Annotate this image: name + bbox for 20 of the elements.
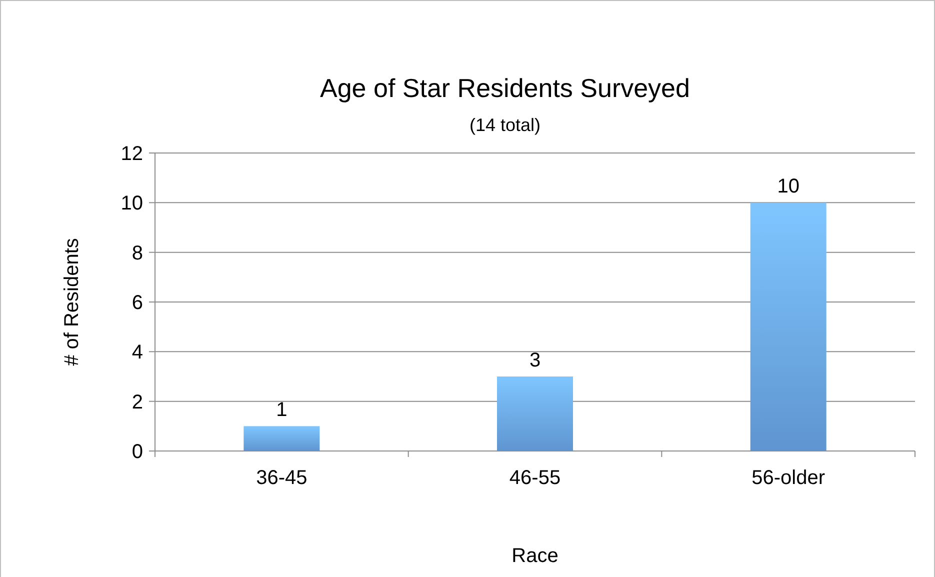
- chart-subtitle: (14 total): [469, 115, 541, 135]
- y-axis-title: # of Residents: [61, 238, 83, 366]
- x-axis-title: Race: [512, 545, 558, 567]
- y-tick-label: 4: [132, 342, 143, 364]
- bar: [750, 202, 826, 451]
- data-label: 1: [276, 399, 288, 422]
- bar: [244, 426, 320, 451]
- chart-title: Age of Star Residents Surveyed: [320, 73, 690, 103]
- y-tick-label: 2: [132, 391, 143, 414]
- y-tick-label: 12: [120, 143, 143, 165]
- y-tick-label: 0: [132, 441, 143, 463]
- y-tick-label: 6: [132, 292, 143, 314]
- y-tick-label: 10: [120, 192, 143, 215]
- y-tick-label: 8: [132, 242, 143, 264]
- x-tick-label: 36-45: [256, 467, 308, 489]
- bar: [497, 376, 573, 451]
- data-label: 3: [529, 350, 541, 372]
- x-tick-label: 46-55: [509, 467, 561, 489]
- x-tick-label: 56-older: [752, 467, 826, 489]
- data-label: 10: [777, 176, 800, 198]
